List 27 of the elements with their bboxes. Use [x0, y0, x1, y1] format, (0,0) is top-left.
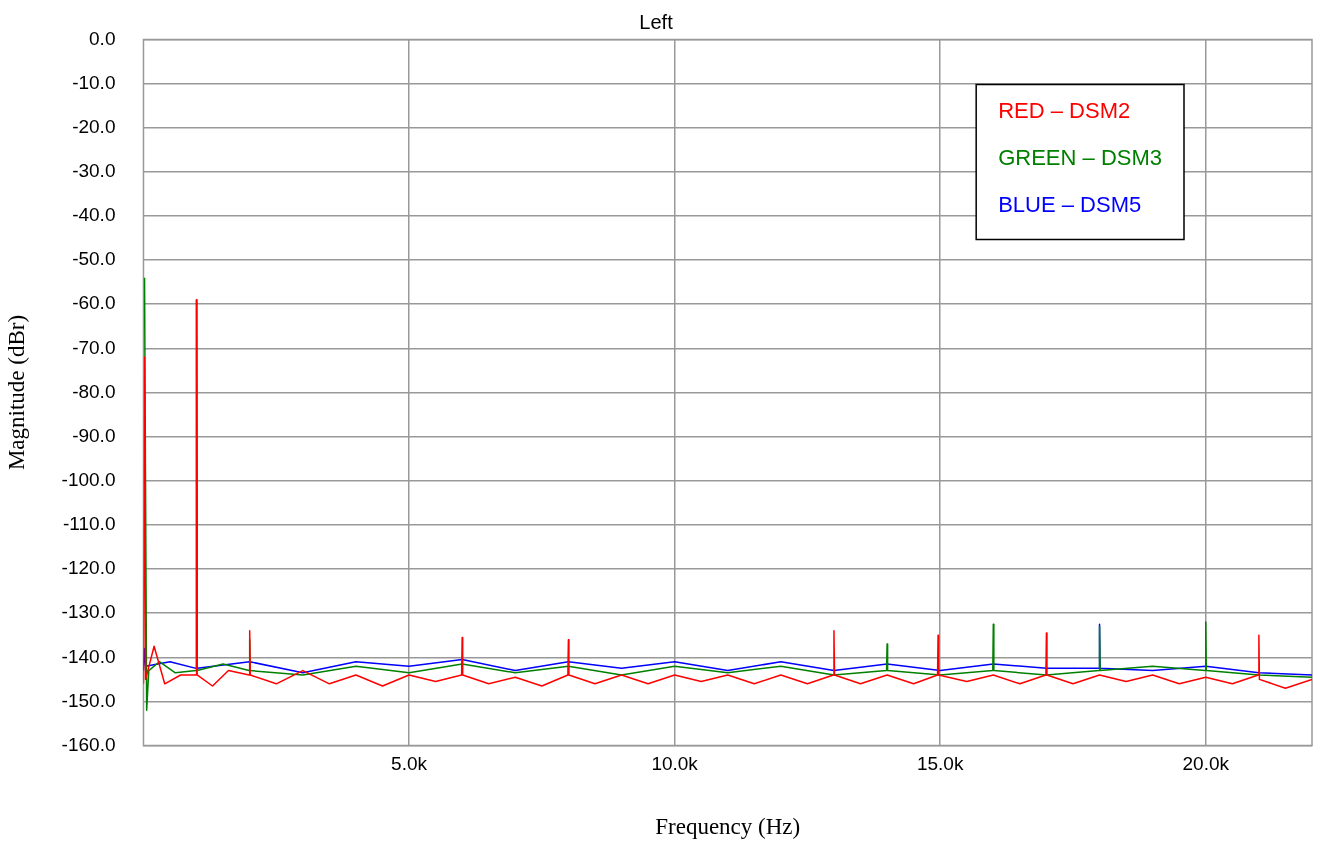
- y-tick-label: -50.0: [72, 248, 116, 270]
- y-tick-label: -10.0: [72, 71, 116, 93]
- y-tick-label: -30.0: [72, 160, 116, 182]
- y-tick-label: -150.0: [61, 689, 116, 711]
- text: BLUE – DSM5: [998, 192, 1142, 218]
- text: GREEN – DSM3: [998, 145, 1163, 171]
- y-axis-title: Magnitude (dBr): [3, 314, 29, 471]
- y-tick-label: -120.0: [61, 557, 116, 579]
- y-tick-label: -20.0: [72, 115, 116, 137]
- y-tick-label: -90.0: [72, 424, 116, 446]
- x-tick-label: 20.0k: [1182, 753, 1230, 775]
- y-tick-label: -100.0: [61, 469, 116, 491]
- y-tick-label: 0.0: [89, 27, 116, 49]
- x-axis-title: Frequency (Hz): [655, 814, 801, 840]
- y-tick-label: -130.0: [61, 601, 116, 623]
- y-tick-label: -160.0: [61, 733, 116, 755]
- y-tick-label: -40.0: [72, 204, 116, 226]
- y-tick-label: -140.0: [61, 645, 116, 667]
- y-tick-label: -60.0: [72, 292, 116, 314]
- y-tick-label: -110.0: [63, 513, 116, 535]
- text: RED – DSM2: [998, 98, 1131, 124]
- chart-title: Left: [639, 10, 674, 33]
- x-tick-label: 5.0k: [391, 753, 428, 775]
- y-tick-label: -80.0: [72, 380, 116, 402]
- y-tick-label: -70.0: [72, 336, 116, 358]
- x-tick-label: 15.0k: [916, 753, 964, 775]
- x-tick-label: 10.0k: [651, 753, 699, 775]
